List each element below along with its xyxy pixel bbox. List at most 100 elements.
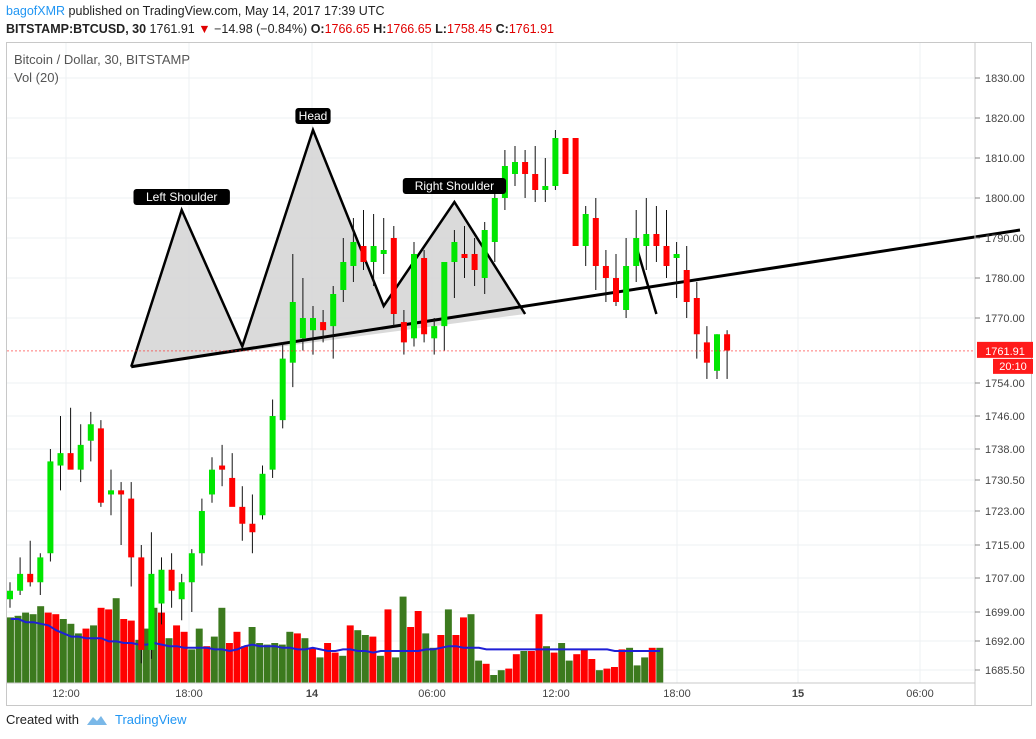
volume-bar [460,617,467,683]
close-value: 1761.91 [508,22,554,36]
volume-bar [241,646,248,683]
volume-bar [580,649,588,683]
candle-body [562,138,569,174]
candle-body [87,424,94,441]
volume-bar [271,643,279,683]
volume-bar [233,631,241,683]
volume-bar [105,609,113,683]
volume-bar [158,612,165,683]
last-price-badge [977,341,1033,358]
candle-body [178,582,185,600]
author-link[interactable]: bagofXMR [6,4,66,18]
candle-body [188,553,195,583]
candle-body [17,573,24,591]
volume-bar [611,667,618,683]
volume-bar [210,636,218,683]
y-tick-label: 1820.00 [985,113,1025,125]
candle-body [623,266,630,310]
neckline [130,228,1021,369]
volume-bar [497,670,505,683]
volume-bar [263,644,271,683]
x-tick-label: 15 [792,688,804,700]
volume-bar [520,651,528,683]
y-tick-label: 1800.00 [985,193,1025,205]
pattern-label-bg [295,108,331,124]
volume-bar [369,636,377,683]
volume-bar [293,633,301,683]
candle-body [411,254,417,339]
right-shoulder-leg [635,245,658,315]
volume-bar [603,668,611,683]
candle-body [57,453,64,466]
candle-body [491,198,498,242]
y-tick-label: 1692.00 [985,636,1025,648]
open-value: 1766.65 [324,22,370,36]
pattern-label: Left Shoulder [146,190,217,204]
countdown-label: 20:10 [999,361,1027,373]
y-tick-label: 1738.00 [985,444,1025,456]
candle-body [289,302,296,363]
volume-bar [301,638,309,683]
candle-body [572,138,579,246]
y-tick-label: 1780.00 [985,273,1025,285]
candle-body [219,465,226,470]
volume-bar [188,649,196,683]
candle-body [7,590,13,600]
volume-bar [339,655,347,683]
volume-bar [195,628,203,683]
y-tick-label: 1770.00 [985,313,1025,325]
pattern-label: Head [299,109,328,123]
candle-body [370,246,377,262]
candle-body [350,242,357,266]
y-tick-label: 1699.00 [985,607,1025,619]
volume-bar [565,660,573,683]
volume-bar [256,643,264,683]
volume-bar [346,625,354,683]
candle-body [703,342,710,363]
volume-bar [656,647,664,683]
candle-body [209,469,215,495]
chart-pane[interactable] [6,42,1032,706]
candle-body [602,266,609,278]
y-tick-label: 1685.50 [985,665,1025,677]
candle-body [451,242,458,262]
candle-body [532,174,539,190]
candle-body [421,258,428,335]
candle-body [522,162,529,174]
volume-bar [641,657,649,683]
volume-bar [127,620,135,683]
volume-bar [67,623,75,683]
volume-bar [324,643,332,683]
candle-body [724,334,731,351]
candle-body [249,523,256,533]
candle-body [542,186,549,190]
countdown-badge [993,358,1033,374]
volume-bar [248,627,256,683]
volume-bar [392,657,399,683]
candle-body [633,238,640,266]
candle-body [653,234,660,246]
volume-bar [309,647,316,683]
volume-bar [135,639,143,683]
volume-bar [316,657,324,683]
volume-bar [512,654,520,683]
volume-bar [173,625,181,683]
volume-bar [475,660,483,683]
candle-body [643,234,650,246]
x-tick-label: 18:00 [663,688,691,700]
volume-bar [626,647,634,683]
volume-bar [573,654,581,683]
candle-body [269,416,276,470]
volume-bars [7,596,664,683]
candle-body [592,218,599,266]
volume-bar [437,635,445,683]
volume-bar [14,615,22,683]
candle-body [108,490,114,495]
candle-body [380,250,387,254]
y-tick-label: 1730.50 [985,475,1025,487]
candle-body [229,477,236,507]
tradingview-link[interactable]: TradingView [114,712,187,727]
volume-bar [218,607,226,683]
y-tick-label: 1715.00 [985,540,1025,552]
